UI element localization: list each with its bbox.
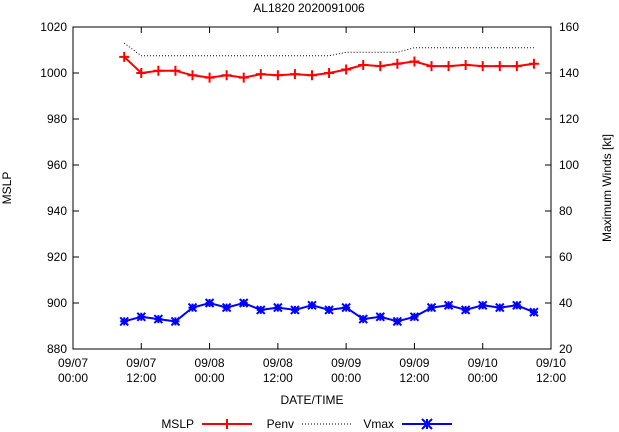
x-tick-label-date: 09/08 — [263, 356, 293, 370]
y-right-tick-label: 100 — [559, 158, 579, 172]
data-point-penv — [289, 69, 300, 80]
data-point-penv — [187, 70, 198, 81]
data-point-vmax — [256, 305, 266, 315]
y-right-tick-label: 20 — [559, 342, 573, 356]
y-right-tick-label: 140 — [559, 66, 579, 80]
data-point-vmax — [443, 300, 454, 311]
data-point-penv — [255, 69, 266, 80]
data-point-penv — [136, 68, 147, 78]
x-tick-label-date: 09/10 — [468, 356, 498, 370]
data-point-vmax — [324, 305, 334, 315]
y-left-tick-label: 1000 — [40, 66, 67, 80]
data-point-penv — [494, 61, 505, 72]
y-left-tick-label: 940 — [47, 204, 67, 218]
data-point-penv — [272, 70, 283, 81]
x-tick-label-time: 00:00 — [195, 371, 225, 385]
data-point-vmax — [170, 316, 181, 327]
chart-title: AL1820 2020091006 — [253, 1, 365, 15]
series-line-series-1 — [123, 42, 534, 57]
y-right-tick-label: 160 — [559, 20, 579, 34]
plot-area-frame — [72, 26, 552, 350]
data-point-penv — [238, 72, 249, 83]
data-point-penv — [204, 72, 215, 83]
x-tick-label-date: 09/09 — [399, 356, 429, 370]
y-right-tick-label: 120 — [559, 112, 579, 126]
x-tick-label-date: 09/09 — [331, 356, 361, 370]
legend-vmax-marker — [421, 418, 433, 430]
y-right-tick-label: 60 — [559, 250, 573, 264]
data-point-penv — [409, 56, 420, 67]
data-point-vmax — [409, 312, 420, 322]
data-point-vmax — [341, 302, 351, 313]
x-tick-label-date: 09/08 — [195, 356, 225, 370]
data-point-penv — [324, 68, 335, 78]
data-point-vmax — [307, 300, 317, 311]
y-left-tick-label: 980 — [47, 112, 67, 126]
data-point-vmax — [512, 300, 522, 311]
data-point-vmax — [426, 302, 437, 313]
data-point-penv — [307, 70, 317, 81]
x-tick-label-time: 00:00 — [468, 371, 498, 385]
x-tick-label-time: 12:00 — [399, 371, 429, 385]
data-point-penv — [170, 65, 181, 76]
y-left-tick-label: 1020 — [40, 20, 67, 34]
data-point-vmax — [375, 312, 385, 322]
data-point-penv — [119, 51, 130, 62]
data-point-penv — [477, 61, 488, 72]
data-point-penv — [460, 59, 471, 70]
legend-vmax-label: Vmax — [363, 417, 394, 431]
legend-penv-marker — [222, 419, 232, 429]
y-axis-right: 20 40 60 80 100 120 140 160 — [545, 20, 579, 356]
data-point-vmax — [187, 302, 198, 313]
data-point-vmax — [119, 316, 129, 327]
data-point-penv — [153, 65, 164, 76]
x-tick-label-time: 00:00 — [58, 371, 88, 385]
data-point-vmax — [460, 305, 471, 315]
data-point-penv — [221, 70, 232, 81]
data-point-vmax — [529, 307, 539, 317]
legend: MSLP Penv Vmax — [161, 417, 452, 431]
data-point-vmax — [358, 314, 368, 324]
x-axis: 09/0700:0009/0712:0009/0800:0009/0812:00… — [58, 27, 566, 385]
legend-penv-label: Penv — [267, 417, 294, 431]
x-tick-label-time: 12:00 — [536, 371, 566, 385]
y-left-tick-label: 960 — [47, 158, 67, 172]
x-tick-label-time: 12:00 — [263, 371, 293, 385]
series-layer — [119, 42, 539, 327]
x-axis-label: DATE/TIME — [280, 393, 343, 407]
data-point-vmax — [290, 305, 300, 315]
y-right-tick-label: 40 — [559, 296, 573, 310]
x-tick-label-time: 00:00 — [331, 371, 361, 385]
data-point-penv — [511, 61, 522, 72]
data-point-penv — [528, 58, 539, 69]
data-point-penv — [443, 61, 454, 72]
y-left-tick-label: 920 — [47, 250, 67, 264]
x-tick-label-date: 09/07 — [126, 356, 156, 370]
data-point-vmax — [204, 298, 215, 308]
data-point-vmax — [221, 302, 232, 313]
data-point-vmax — [495, 302, 505, 313]
data-point-penv — [392, 58, 403, 69]
y-axis-left: 880 900 920 940 960 980 1000 1020 — [40, 20, 79, 356]
data-point-vmax — [136, 312, 146, 322]
y-left-tick-label: 900 — [47, 296, 67, 310]
data-point-penv — [341, 64, 352, 75]
y-axis-right-label: Maximum Winds [kt] — [600, 134, 614, 242]
y-right-tick-label: 80 — [559, 204, 573, 218]
data-point-vmax — [239, 298, 249, 308]
data-point-vmax — [153, 314, 164, 324]
x-tick-label-date: 09/07 — [58, 356, 88, 370]
data-point-penv — [426, 61, 437, 72]
x-tick-label-time: 12:00 — [126, 371, 156, 385]
y-axis-left-label: MSLP — [0, 172, 14, 205]
data-point-penv — [358, 59, 369, 70]
data-point-vmax — [392, 316, 403, 327]
data-point-vmax — [478, 300, 488, 311]
data-point-penv — [375, 61, 386, 72]
legend-title: MSLP — [161, 417, 194, 431]
data-point-vmax — [273, 302, 283, 313]
x-tick-label-date: 09/10 — [536, 356, 566, 370]
y-left-tick-label: 880 — [47, 342, 67, 356]
